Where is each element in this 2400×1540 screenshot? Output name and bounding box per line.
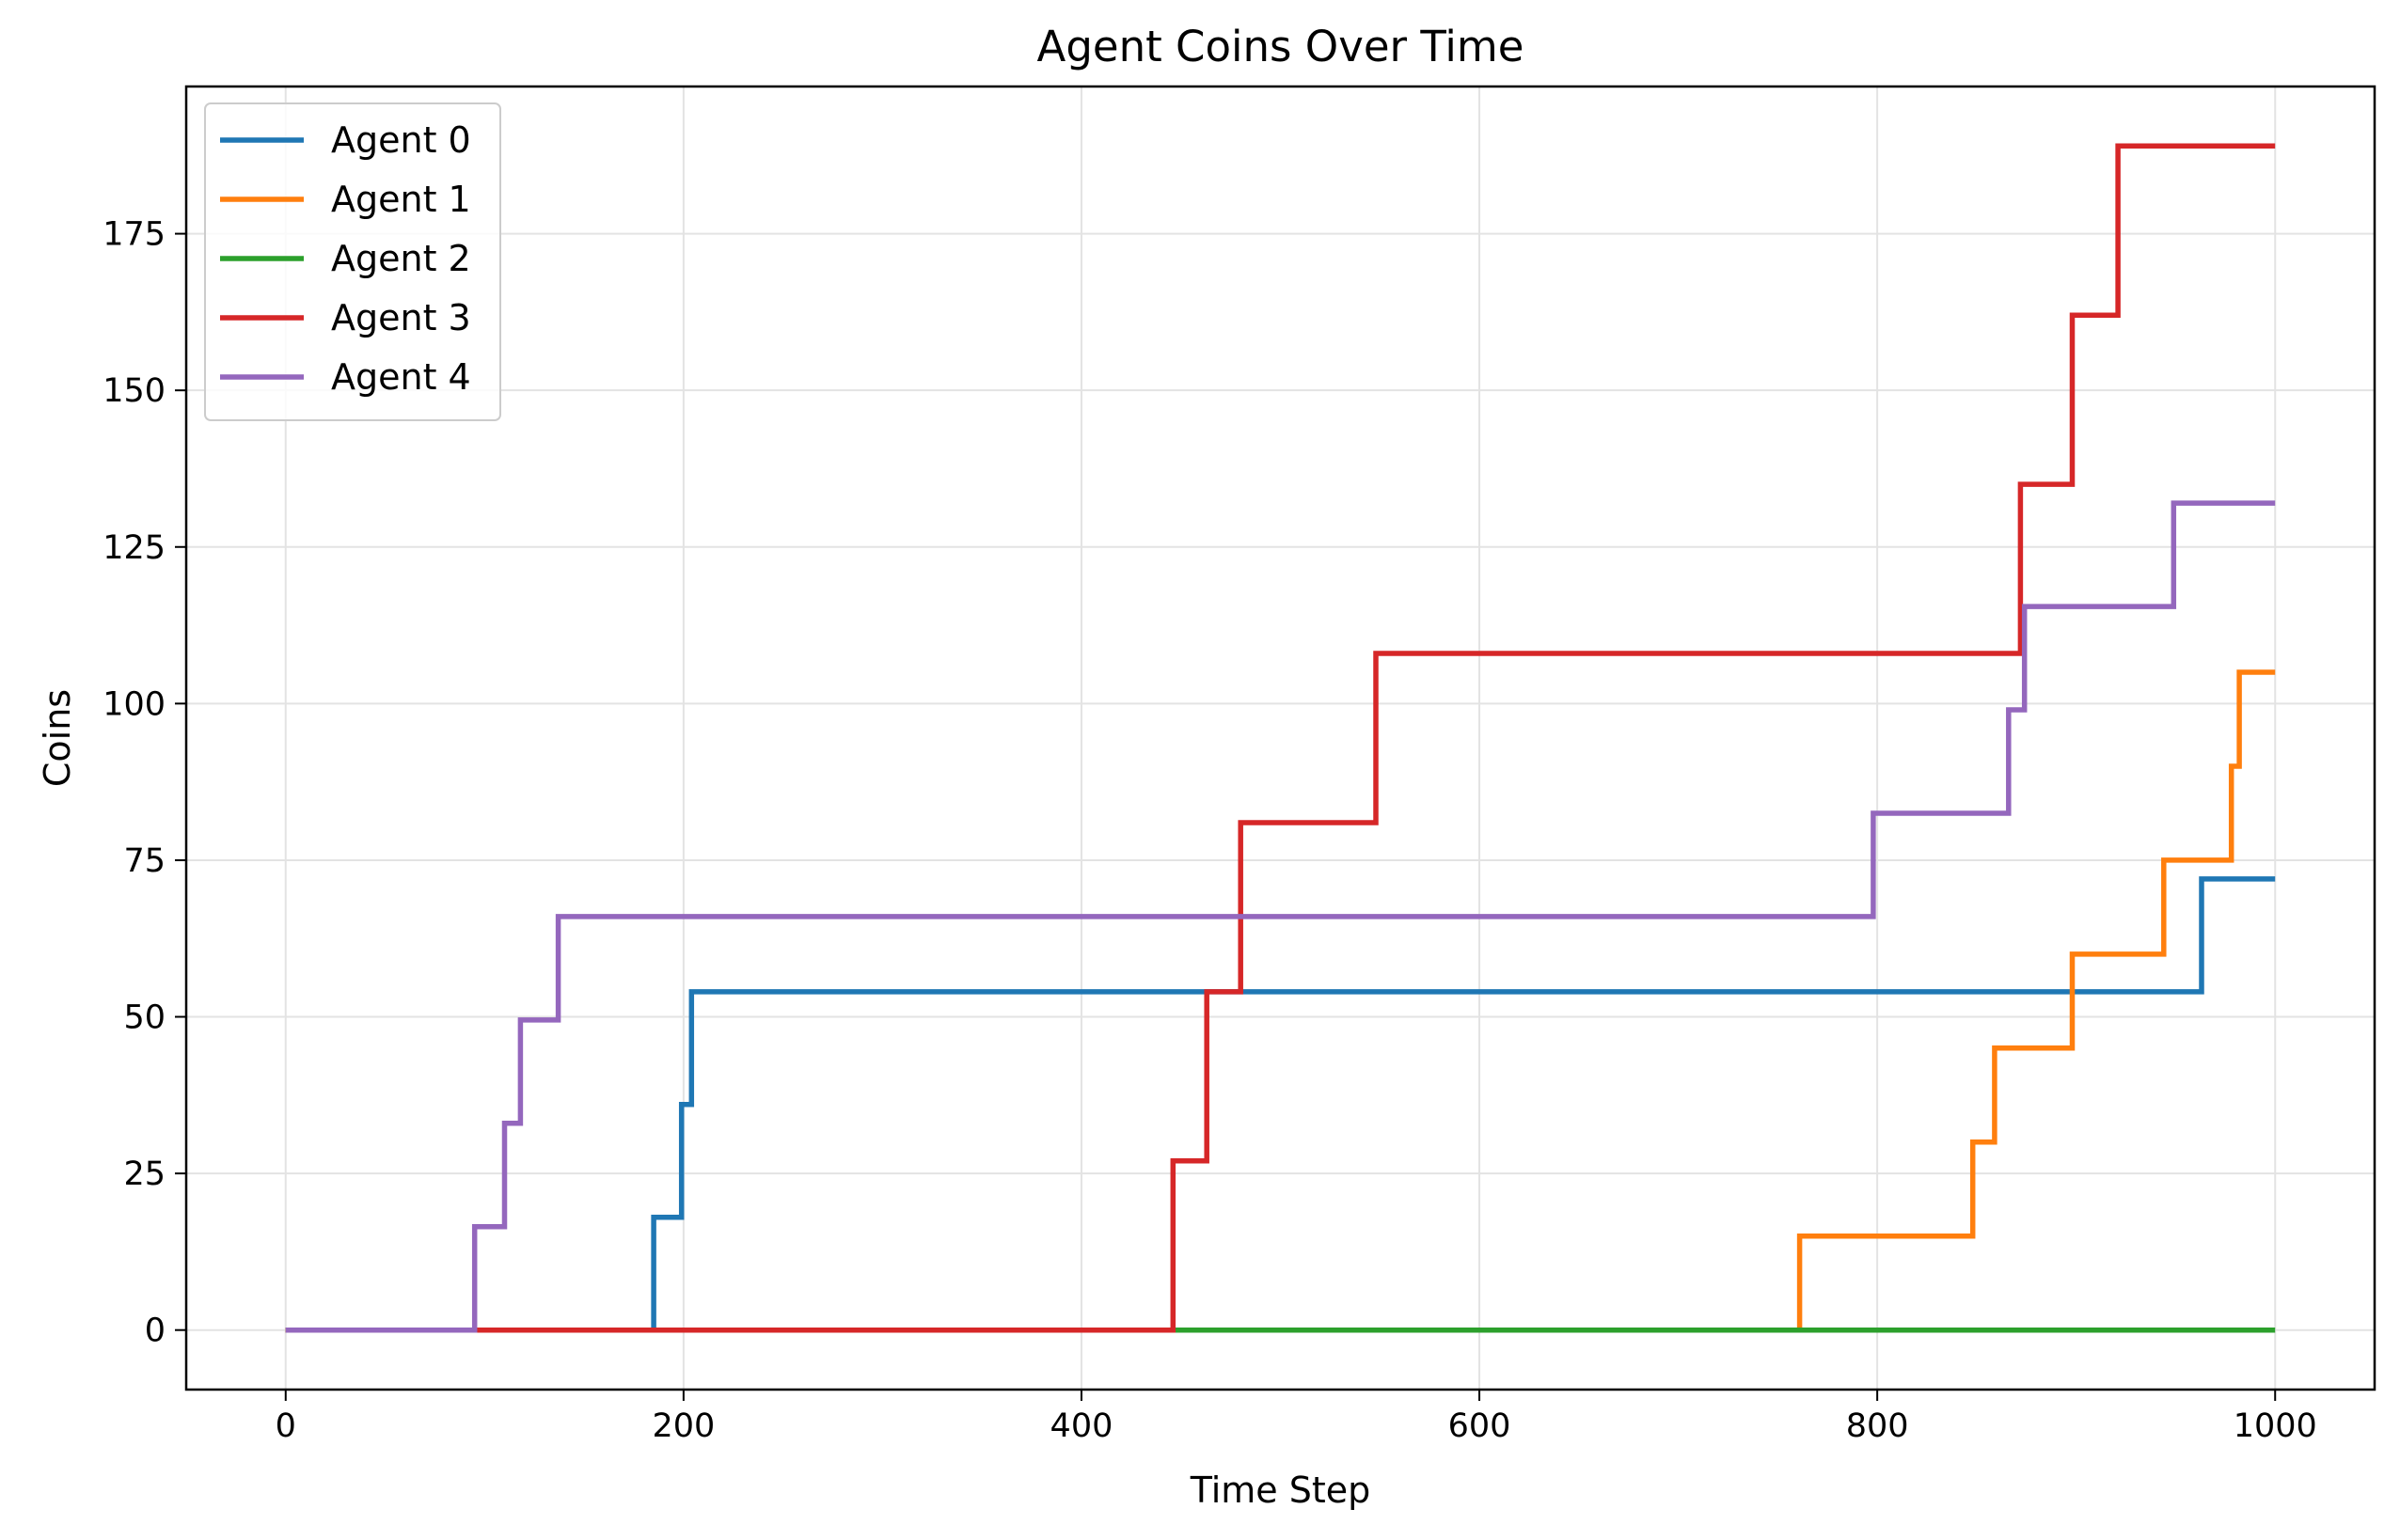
- y-tick-label: 125: [103, 529, 166, 567]
- series-line-agent-0: [285, 876, 2276, 1333]
- legend-label: Agent 1: [331, 179, 471, 220]
- grid: [186, 86, 2375, 1390]
- legend-label: Agent 3: [331, 297, 471, 338]
- y-tick-label: 175: [103, 216, 166, 254]
- x-tick-label: 800: [1846, 1407, 1909, 1445]
- x-tick-label: 600: [1448, 1407, 1511, 1445]
- y-tick-label: 50: [123, 999, 166, 1037]
- legend-label: Agent 4: [331, 356, 471, 398]
- legend-label: Agent 0: [331, 119, 471, 161]
- y-tick-label: 25: [123, 1155, 166, 1193]
- x-axis-label: Time Step: [1190, 1469, 1371, 1511]
- y-tick-label: 0: [145, 1312, 166, 1350]
- legend-label: Agent 2: [331, 238, 471, 279]
- series-line-agent-3: [285, 143, 2276, 1333]
- y-tick-label: 100: [103, 685, 166, 723]
- series-line-agent-4: [285, 500, 2276, 1333]
- x-tick-label: 400: [1050, 1407, 1113, 1445]
- x-tick-label: 0: [276, 1407, 296, 1445]
- legend: Agent 0 Agent 1 Agent 2 Agent 3 Agent 4: [204, 102, 501, 421]
- legend-box: [204, 102, 501, 421]
- series-lines: [285, 143, 2276, 1333]
- series-line-agent-1: [285, 669, 2276, 1333]
- plot-frame: [184, 85, 2376, 1391]
- y-tick-label: 150: [103, 372, 166, 410]
- x-tick-label: 200: [652, 1407, 715, 1445]
- x-tick-label: 1000: [2234, 1407, 2317, 1445]
- chart-title: Agent Coins Over Time: [1037, 22, 1524, 71]
- y-tick-label: 75: [123, 842, 166, 880]
- y-axis-label: Coins: [37, 689, 78, 787]
- axis-ticks: 0 200 400 600 800 1000 0 25 50 75 100 125 150 175: [103, 216, 2317, 1445]
